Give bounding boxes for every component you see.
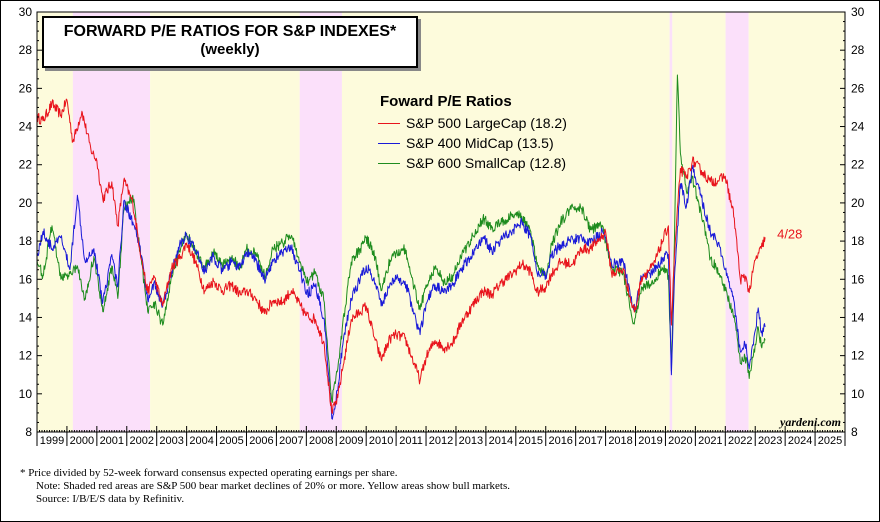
watermark: yardeni.com	[778, 415, 841, 429]
x-tick-label-2001: 2001	[100, 435, 124, 447]
y-tick-label-left-16: 16	[19, 272, 33, 286]
chart-title: FORWARD P/E RATIOS FOR S&P INDEXES*	[63, 23, 397, 40]
y-tick-label-left-24: 24	[19, 120, 33, 134]
y-tick-label-left-28: 28	[19, 43, 33, 57]
chart-subtitle: (weekly)	[200, 41, 260, 58]
x-tick-label-2022: 2022	[728, 435, 752, 447]
y-tick-label-left-30: 30	[19, 5, 33, 19]
footnote-line-2: Note: Shaded red areas are S&P 500 bear …	[36, 480, 510, 492]
bull-market-region-8	[748, 12, 845, 432]
y-tick-label-right-24: 24	[851, 120, 865, 134]
y-tick-label-right-10: 10	[851, 387, 865, 401]
y-tick-label-right-26: 26	[851, 81, 865, 95]
sp500-line	[36, 98, 766, 414]
footnote-line-1: * Price divided by 52-week forward conse…	[20, 467, 398, 479]
x-tick-label-2023: 2023	[758, 435, 782, 447]
legend-label-sp400: S&P 400 MidCap (13.5)	[406, 135, 554, 151]
x-tick-label-1999: 1999	[40, 435, 64, 447]
y-tick-label-left-20: 20	[19, 196, 33, 210]
x-tick-label-2019: 2019	[638, 435, 662, 447]
legend-title: Foward P/E Ratios	[380, 93, 512, 110]
x-tick-label-2020: 2020	[668, 435, 692, 447]
y-tick-label-right-18: 18	[851, 234, 865, 248]
y-tick-label-right-16: 16	[851, 272, 865, 286]
x-tick-label-2006: 2006	[249, 435, 273, 447]
bear-market-region-5	[669, 12, 673, 432]
bull-market-region-6	[672, 12, 726, 432]
x-tick-label-2018: 2018	[608, 435, 632, 447]
legend-swatch-sp600	[378, 162, 400, 164]
y-tick-label-right-20: 20	[851, 196, 865, 210]
legend-item-sp500: S&P 500 LargeCap (18.2)	[378, 113, 567, 133]
chart-title-box: FORWARD P/E RATIOS FOR S&P INDEXES* (wee…	[42, 16, 418, 68]
sp600-line	[36, 74, 766, 403]
x-tick-label-2017: 2017	[578, 435, 602, 447]
y-tick-label-right-22: 22	[851, 158, 865, 172]
x-tick-label-2014: 2014	[489, 435, 513, 447]
y-tick-label-left-14: 14	[19, 310, 33, 324]
legend-swatch-sp500	[378, 122, 400, 124]
x-tick-label-2025: 2025	[818, 435, 842, 447]
y-tick-label-left-22: 22	[19, 158, 33, 172]
x-tick-label-2021: 2021	[698, 435, 722, 447]
legend-item-sp600: S&P 600 SmallCap (12.8)	[378, 153, 567, 173]
x-tick-label-2003: 2003	[159, 435, 183, 447]
y-tick-label-left-8: 8	[25, 425, 32, 439]
legend-item-sp400: S&P 400 MidCap (13.5)	[378, 133, 567, 153]
legend-label-sp600: S&P 600 SmallCap (12.8)	[406, 155, 567, 171]
x-tick-label-2009: 2009	[339, 435, 363, 447]
x-tick-label-2005: 2005	[219, 435, 243, 447]
legend: Foward P/E Ratios S&P 500 LargeCap (18.2…	[378, 93, 567, 173]
y-tick-label-left-26: 26	[19, 81, 33, 95]
y-tick-label-right-28: 28	[851, 43, 865, 57]
footnote: * Price divided by 52-week forward conse…	[20, 467, 510, 506]
x-tick-label-2011: 2011	[399, 435, 423, 447]
x-tick-label-2000: 2000	[70, 435, 94, 447]
bull-market-region-2	[150, 12, 300, 432]
y-tick-label-right-14: 14	[851, 310, 865, 324]
bear-market-region-3	[299, 12, 342, 432]
x-tick-label-2013: 2013	[459, 435, 483, 447]
x-tick-label-2024: 2024	[788, 435, 812, 447]
bull-market-region-0	[37, 12, 73, 432]
x-tick-label-2002: 2002	[129, 435, 153, 447]
end-date-annotation: 4/28	[777, 226, 802, 241]
y-tick-label-left-18: 18	[19, 234, 33, 248]
y-tick-label-left-10: 10	[19, 387, 33, 401]
x-tick-label-2012: 2012	[429, 435, 453, 447]
bear-market-region-1	[72, 12, 151, 432]
legend-swatch-sp400	[378, 142, 400, 144]
x-tick-label-2016: 2016	[548, 435, 572, 447]
bear-market-region-7	[725, 12, 749, 432]
legend-label-sp500: S&P 500 LargeCap (18.2)	[406, 115, 567, 131]
x-tick-label-2008: 2008	[309, 435, 333, 447]
y-tick-label-right-12: 12	[851, 349, 865, 363]
y-tick-label-right-8: 8	[851, 425, 858, 439]
x-tick-label-2004: 2004	[189, 435, 213, 447]
x-tick-label-2010: 2010	[369, 435, 393, 447]
footnote-line-3: Source: I/B/E/S data by Refinitiv.	[36, 493, 185, 505]
x-tick-label-2007: 2007	[279, 435, 303, 447]
x-tick-label-2015: 2015	[519, 435, 543, 447]
y-tick-label-left-12: 12	[19, 349, 33, 363]
y-tick-label-right-30: 30	[851, 5, 865, 19]
